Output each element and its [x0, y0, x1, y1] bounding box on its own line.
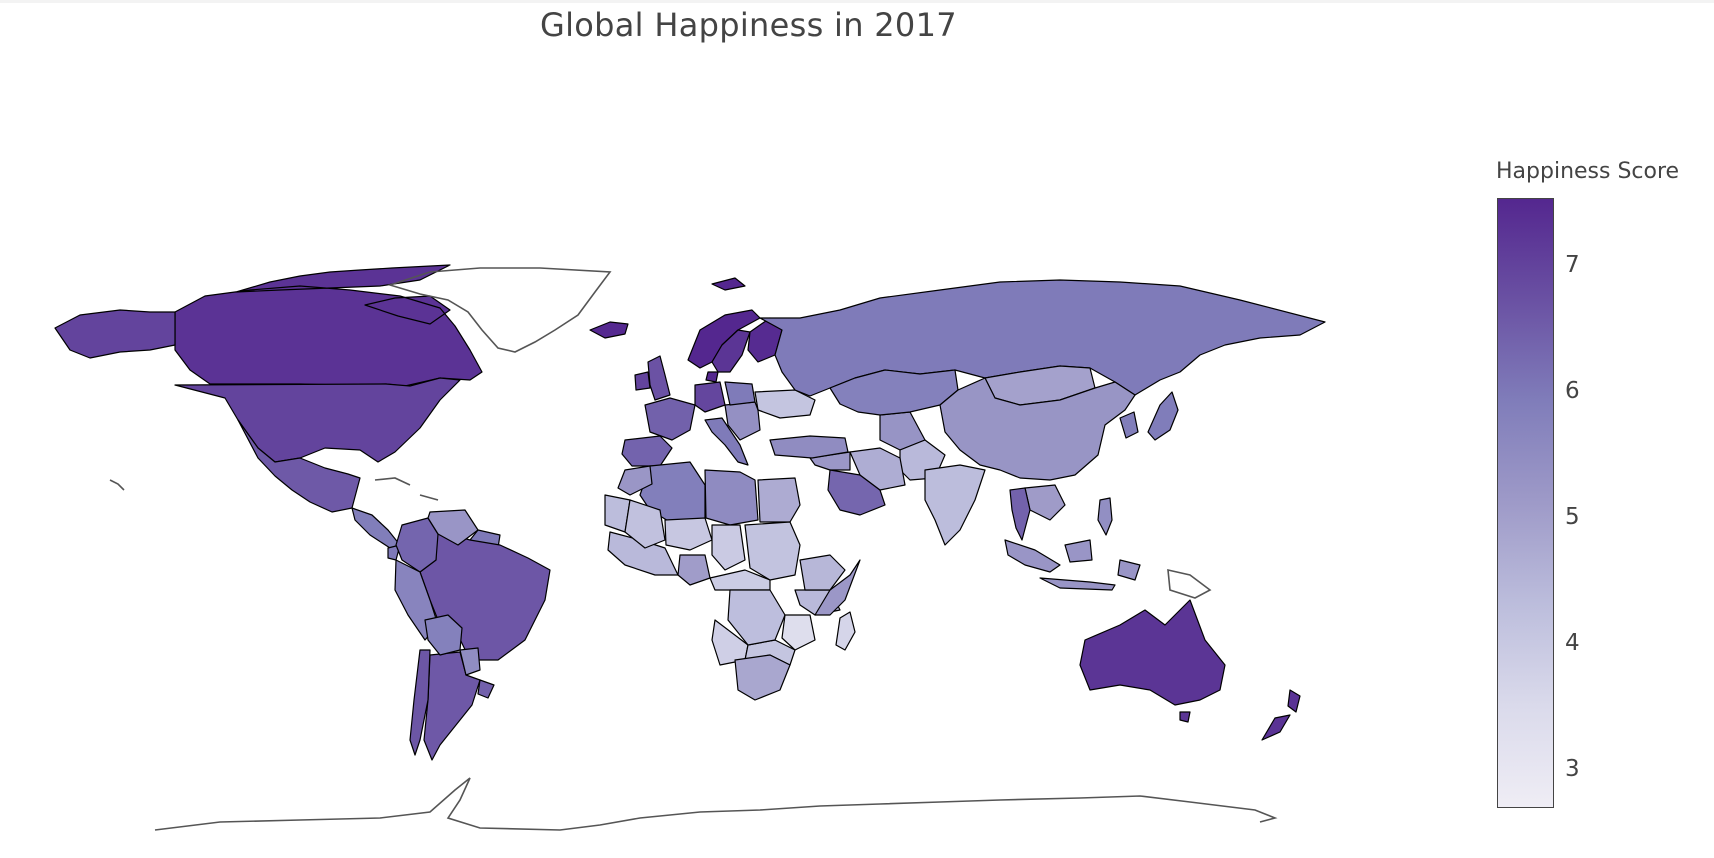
country-indonesia[interactable] — [1004, 539, 1141, 591]
country-uruguay[interactable] — [477, 679, 495, 699]
country-egypt[interactable] — [757, 477, 801, 523]
country-spain[interactable] — [621, 435, 673, 467]
region-angola — [711, 619, 749, 666]
country-mali[interactable] — [624, 499, 666, 549]
country-thailand[interactable] — [1009, 487, 1031, 541]
country-philippines[interactable] — [1097, 497, 1113, 536]
country-paraguay[interactable] — [459, 647, 481, 676]
country-japan[interactable] — [1147, 391, 1179, 441]
country-china[interactable] — [939, 377, 1136, 481]
region-southeast-asia — [1024, 484, 1066, 521]
country-venezuela[interactable] — [427, 509, 479, 546]
country-niger[interactable] — [664, 517, 713, 551]
country-australia[interactable] — [1079, 599, 1226, 723]
region-korea — [1119, 411, 1139, 439]
country-canada[interactable] — [174, 264, 483, 387]
country-sweden[interactable] — [711, 329, 751, 373]
antarctica-outline — [154, 777, 1278, 831]
country-iran[interactable] — [849, 447, 906, 491]
colorbar-tick-5: 5 — [1565, 504, 1580, 531]
country-iceland[interactable] — [589, 321, 629, 339]
country-chad[interactable] — [711, 524, 746, 571]
country-chile[interactable] — [409, 649, 431, 756]
greenland-outline — [387, 267, 612, 353]
country-italy[interactable] — [704, 417, 749, 466]
colorbar-tick-4: 4 — [1565, 630, 1580, 657]
world-map — [54, 264, 1326, 831]
country-nigeria[interactable] — [677, 554, 711, 586]
country-papua-new-guinea[interactable] — [1167, 568, 1212, 599]
country-mexico[interactable] — [237, 419, 361, 513]
colorbar-tick-7: 7 — [1565, 252, 1580, 279]
country-tanzania[interactable] — [781, 614, 816, 651]
country-turkey[interactable] — [769, 435, 849, 459]
region-central-america — [351, 507, 401, 549]
chart-title: Global Happiness in 2017 — [540, 6, 957, 44]
hawaii-outline — [109, 479, 125, 491]
country-libya[interactable] — [704, 469, 759, 526]
country-russia[interactable] — [759, 279, 1326, 397]
region-somalia — [814, 559, 861, 616]
caribbean-outline — [374, 477, 439, 501]
colorbar-tick-6: 6 — [1565, 378, 1580, 405]
country-sudan[interactable] — [744, 521, 801, 581]
country-germany[interactable] — [694, 381, 726, 413]
country-layer — [54, 264, 1326, 761]
colorbar — [1497, 198, 1554, 808]
colorbar-tick-3: 3 — [1565, 756, 1580, 783]
country-morocco[interactable] — [617, 465, 653, 496]
country-france[interactable] — [644, 397, 696, 441]
country-south-africa[interactable] — [734, 654, 791, 701]
country-ethiopia[interactable] — [799, 554, 846, 591]
country-poland[interactable] — [724, 381, 756, 406]
country-ireland[interactable] — [634, 371, 651, 391]
country-india[interactable] — [924, 464, 986, 546]
country-united-kingdom[interactable] — [647, 355, 671, 401]
no-data-layer — [109, 267, 1278, 831]
country-denmark[interactable] — [705, 371, 719, 383]
colorbar-title: Happiness Score — [1496, 159, 1680, 184]
country-dr-congo[interactable] — [727, 589, 786, 646]
country-madagascar[interactable] — [835, 611, 856, 651]
country-norway[interactable] — [687, 277, 761, 369]
top-rule — [0, 0, 1714, 3]
country-new-zealand[interactable] — [1261, 689, 1301, 741]
